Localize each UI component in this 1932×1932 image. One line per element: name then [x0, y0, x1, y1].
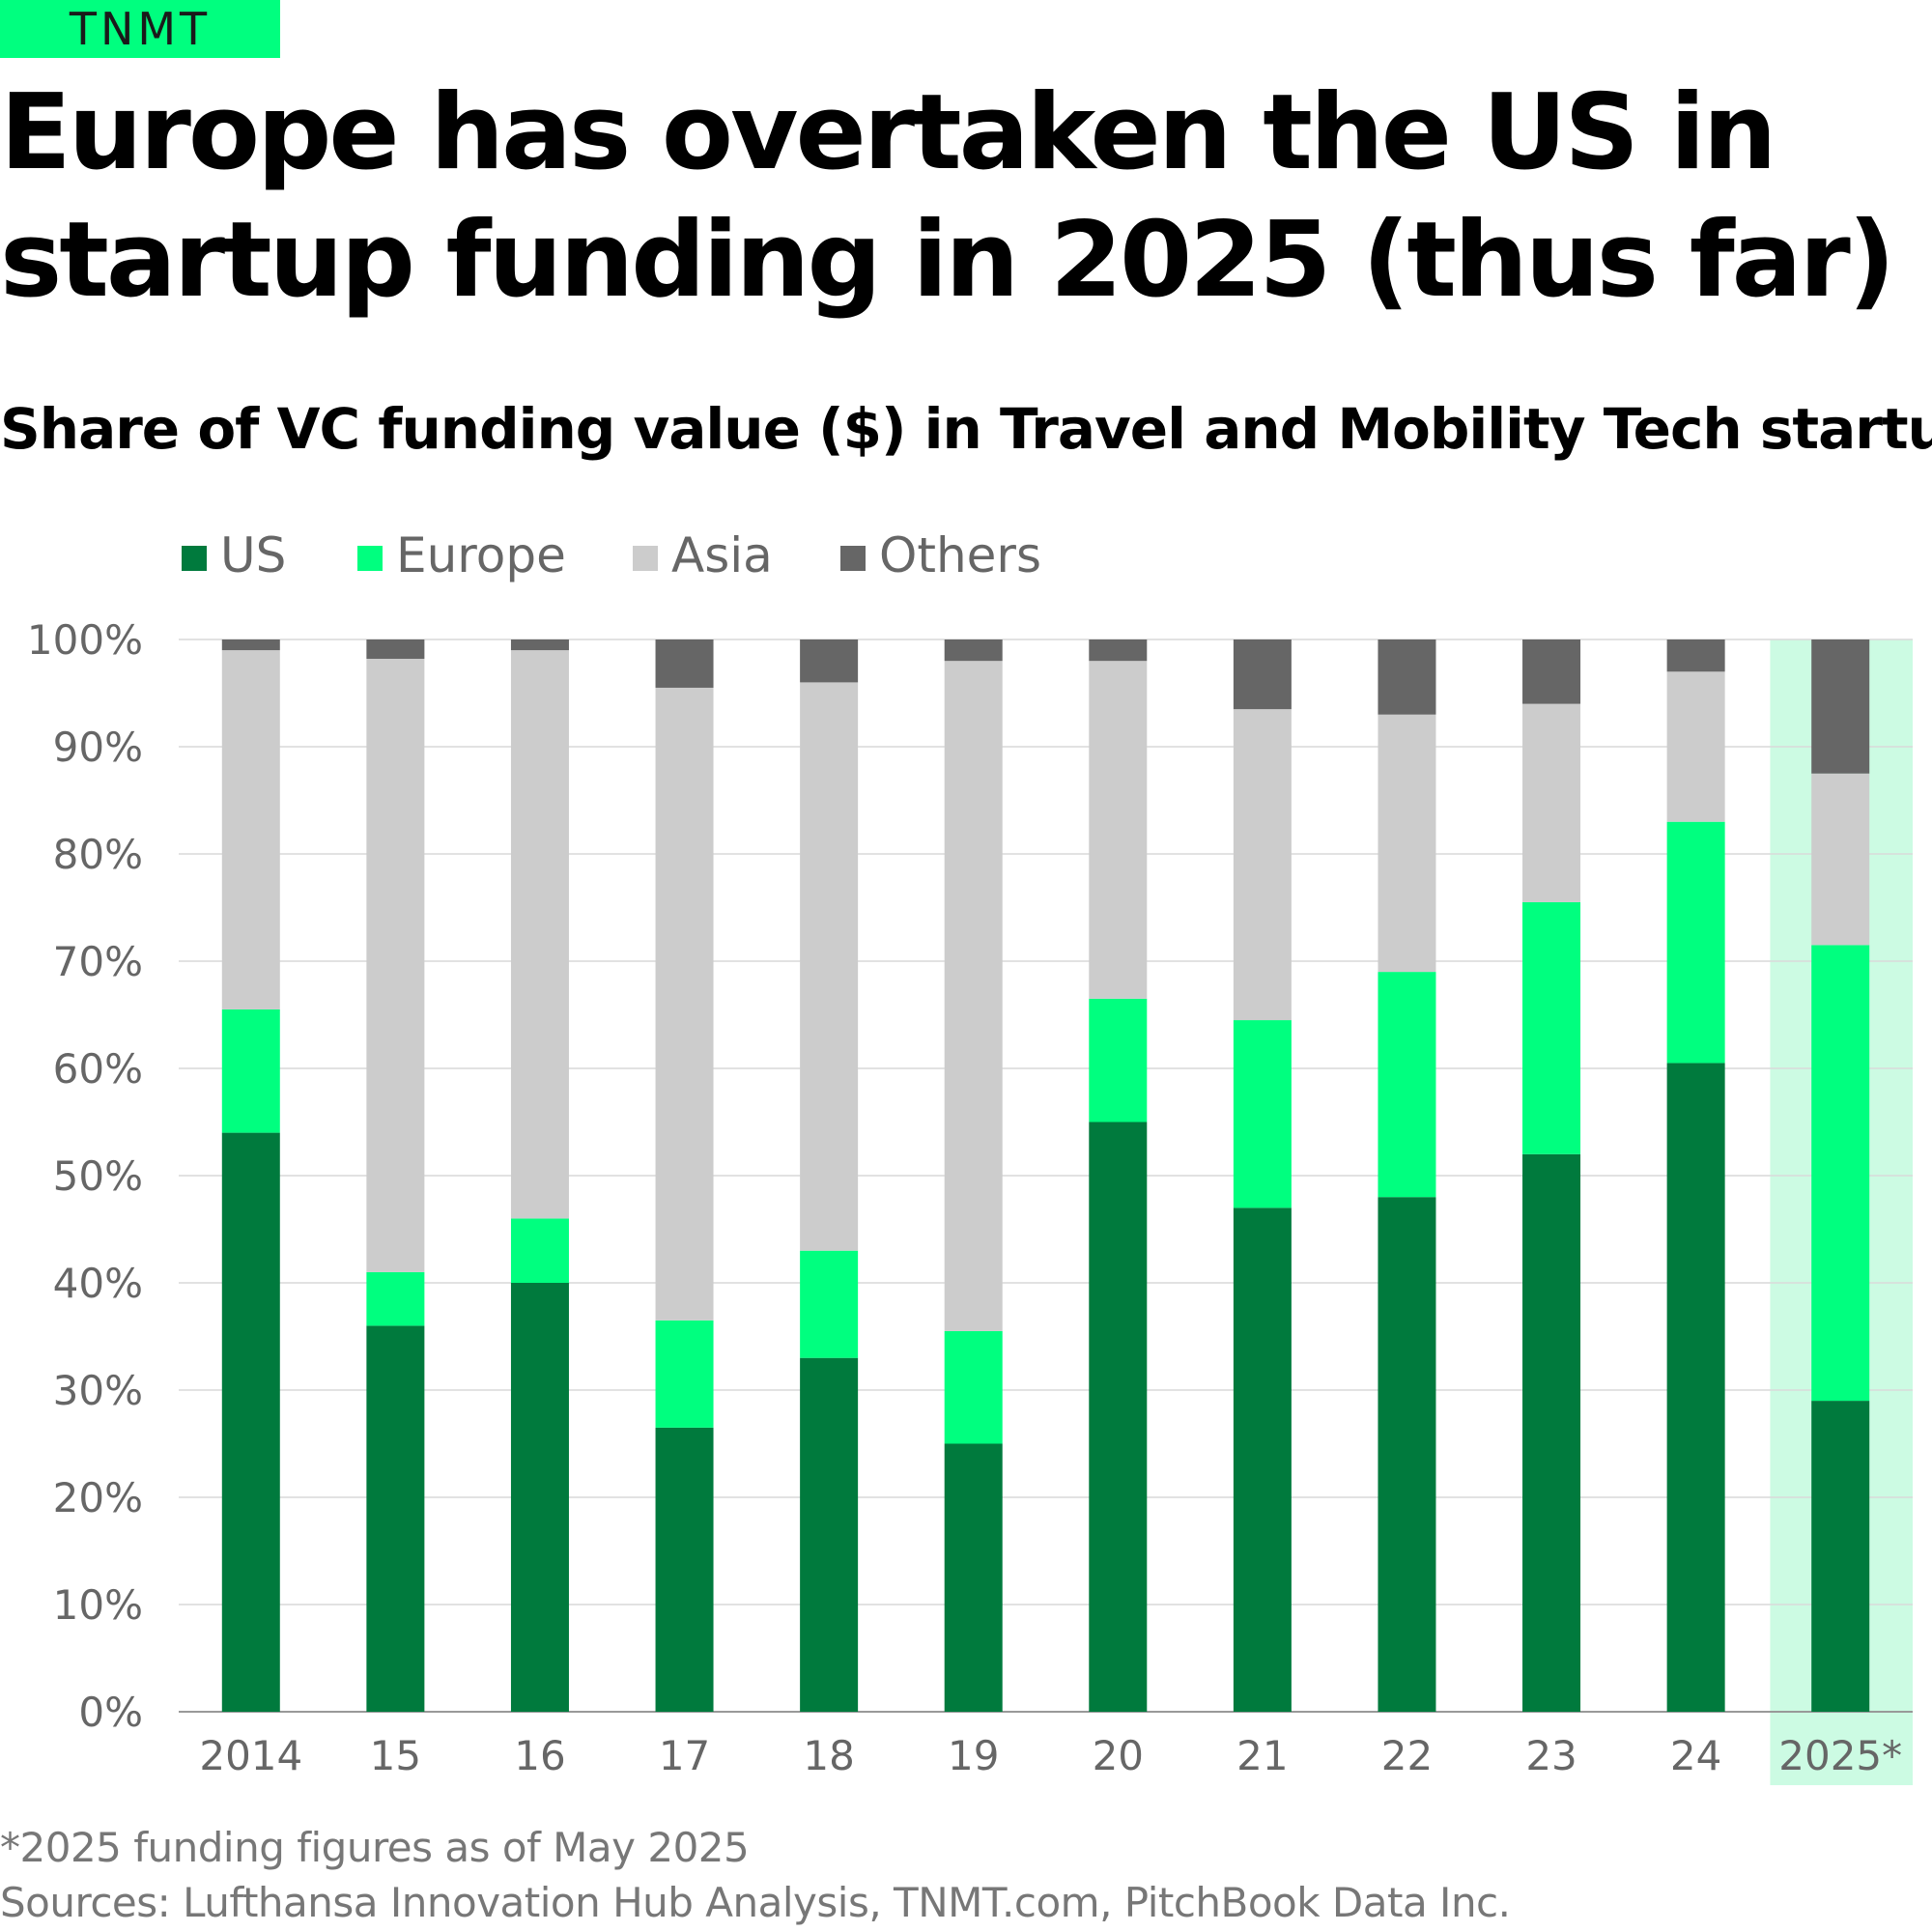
bar-segment-asia: [510, 650, 569, 1219]
bar-segment-europe: [1666, 821, 1725, 1064]
bar-segment-europe: [1811, 945, 1870, 1402]
bar-segment-asia: [800, 682, 859, 1251]
y-tick-label: 60%: [53, 1045, 143, 1093]
x-tick-label: 17: [659, 1732, 710, 1779]
legend-swatch: [182, 546, 207, 571]
legend-swatch: [357, 546, 383, 571]
legend-swatch: [633, 546, 658, 571]
bar-segment-others: [221, 639, 280, 651]
chart-title: Share of VC funding value ($) in Travel …: [0, 396, 1932, 462]
logo-text: TNMT: [69, 3, 212, 55]
bar-segment-asia: [366, 658, 425, 1272]
y-tick-label: 80%: [53, 831, 143, 878]
bar-segment-europe: [944, 1330, 1003, 1444]
sources-note: Sources: Lufthansa Innovation Hub Analys…: [0, 1879, 1511, 1926]
x-tick-label: 24: [1670, 1732, 1721, 1779]
bar-segment-europe: [1378, 972, 1436, 1198]
y-tick-label: 40%: [53, 1260, 143, 1307]
x-tick-label: 21: [1236, 1732, 1288, 1779]
bar-segment-others: [1522, 639, 1581, 704]
y-tick-label: 50%: [53, 1152, 143, 1200]
legend-label: US: [220, 527, 286, 583]
bar-segment-europe: [800, 1250, 859, 1358]
y-tick-label: 10%: [53, 1581, 143, 1629]
stacked-bar-chart: US Europe Asia Others 0% 10% 20% 30% 40% 50% 60% 7…: [27, 527, 1913, 1785]
bar-segment-us: [1666, 1063, 1725, 1712]
bar-segment-others: [944, 639, 1003, 662]
chart-legend: US Europe Asia Others: [182, 527, 1041, 583]
bar-segment-others: [1233, 639, 1292, 710]
x-tick-label: 23: [1525, 1732, 1577, 1779]
bar-segment-asia: [1666, 671, 1725, 822]
bar-segment-us: [1811, 1401, 1870, 1712]
bar-segment-us: [366, 1325, 425, 1712]
y-tick-label: 100%: [27, 616, 143, 664]
bar-segment-us: [1522, 1153, 1581, 1712]
legend-label: Others: [879, 527, 1041, 583]
x-tick-label: 2014: [199, 1732, 302, 1779]
bar-segment-europe: [1522, 901, 1581, 1154]
bar-segment-others: [800, 639, 859, 683]
bar-segment-us: [800, 1357, 859, 1712]
bar-segment-others: [1811, 639, 1870, 774]
footnote: *2025 funding figures as of May 2025: [0, 1824, 750, 1871]
bar-segment-europe: [366, 1271, 425, 1326]
bar-segment-us: [944, 1443, 1003, 1712]
bar-segment-us: [655, 1427, 714, 1712]
x-tick-label: 20: [1093, 1732, 1144, 1779]
x-tick-label: 16: [514, 1732, 565, 1779]
bar-segment-us: [510, 1283, 569, 1712]
legend-swatch: [840, 546, 866, 571]
x-tick-label: 15: [370, 1732, 421, 1779]
bars: [221, 639, 1870, 1712]
y-tick-label: 20%: [53, 1474, 143, 1521]
x-tick-label: 18: [803, 1732, 854, 1779]
legend-label: Asia: [671, 527, 773, 583]
y-tick-label: 90%: [53, 724, 143, 771]
bar-segment-others: [655, 639, 714, 688]
y-axis: 0% 10% 20% 30% 40% 50% 60% 70% 80% 90% 100%: [27, 616, 143, 1736]
bar-segment-others: [510, 639, 569, 651]
bar-segment-us: [221, 1132, 280, 1712]
bar-segment-others: [1378, 639, 1436, 715]
bar-segment-asia: [944, 661, 1003, 1331]
bar-segment-europe: [221, 1009, 280, 1133]
y-tick-label: 70%: [53, 938, 143, 985]
bar-segment-us: [1378, 1197, 1436, 1712]
legend-label: Europe: [396, 527, 566, 583]
bar-segment-europe: [510, 1218, 569, 1283]
brand-logo: TNMT: [0, 0, 280, 58]
y-tick-label: 0%: [78, 1689, 143, 1736]
x-tick-label: 22: [1381, 1732, 1433, 1779]
bar-segment-asia: [1089, 661, 1148, 999]
bar-segment-others: [1666, 639, 1725, 672]
bar-segment-asia: [1378, 714, 1436, 973]
bar-segment-europe: [1089, 998, 1148, 1122]
bar-segment-asia: [655, 687, 714, 1321]
bar-segment-europe: [655, 1320, 714, 1428]
x-tick-label: 19: [948, 1732, 999, 1779]
bar-segment-europe: [1233, 1020, 1292, 1208]
y-tick-label: 30%: [53, 1367, 143, 1414]
x-axis: 2014 15 16 17 18 19 20 21 22 23 24 2025*: [199, 1732, 1902, 1779]
bar-segment-us: [1089, 1122, 1148, 1712]
bar-segment-others: [1089, 639, 1148, 662]
x-tick-label: 2025*: [1778, 1732, 1902, 1779]
y-gridlines: [179, 639, 1913, 1713]
bar-segment-asia: [1522, 703, 1581, 902]
bar-segment-asia: [1233, 709, 1292, 1021]
page-title: Europe has overtaken the US in startup f…: [0, 72, 1895, 321]
bar-segment-others: [366, 639, 425, 659]
bar-segment-us: [1233, 1208, 1292, 1712]
bar-segment-asia: [1811, 773, 1870, 946]
bar-segment-asia: [221, 650, 280, 1009]
